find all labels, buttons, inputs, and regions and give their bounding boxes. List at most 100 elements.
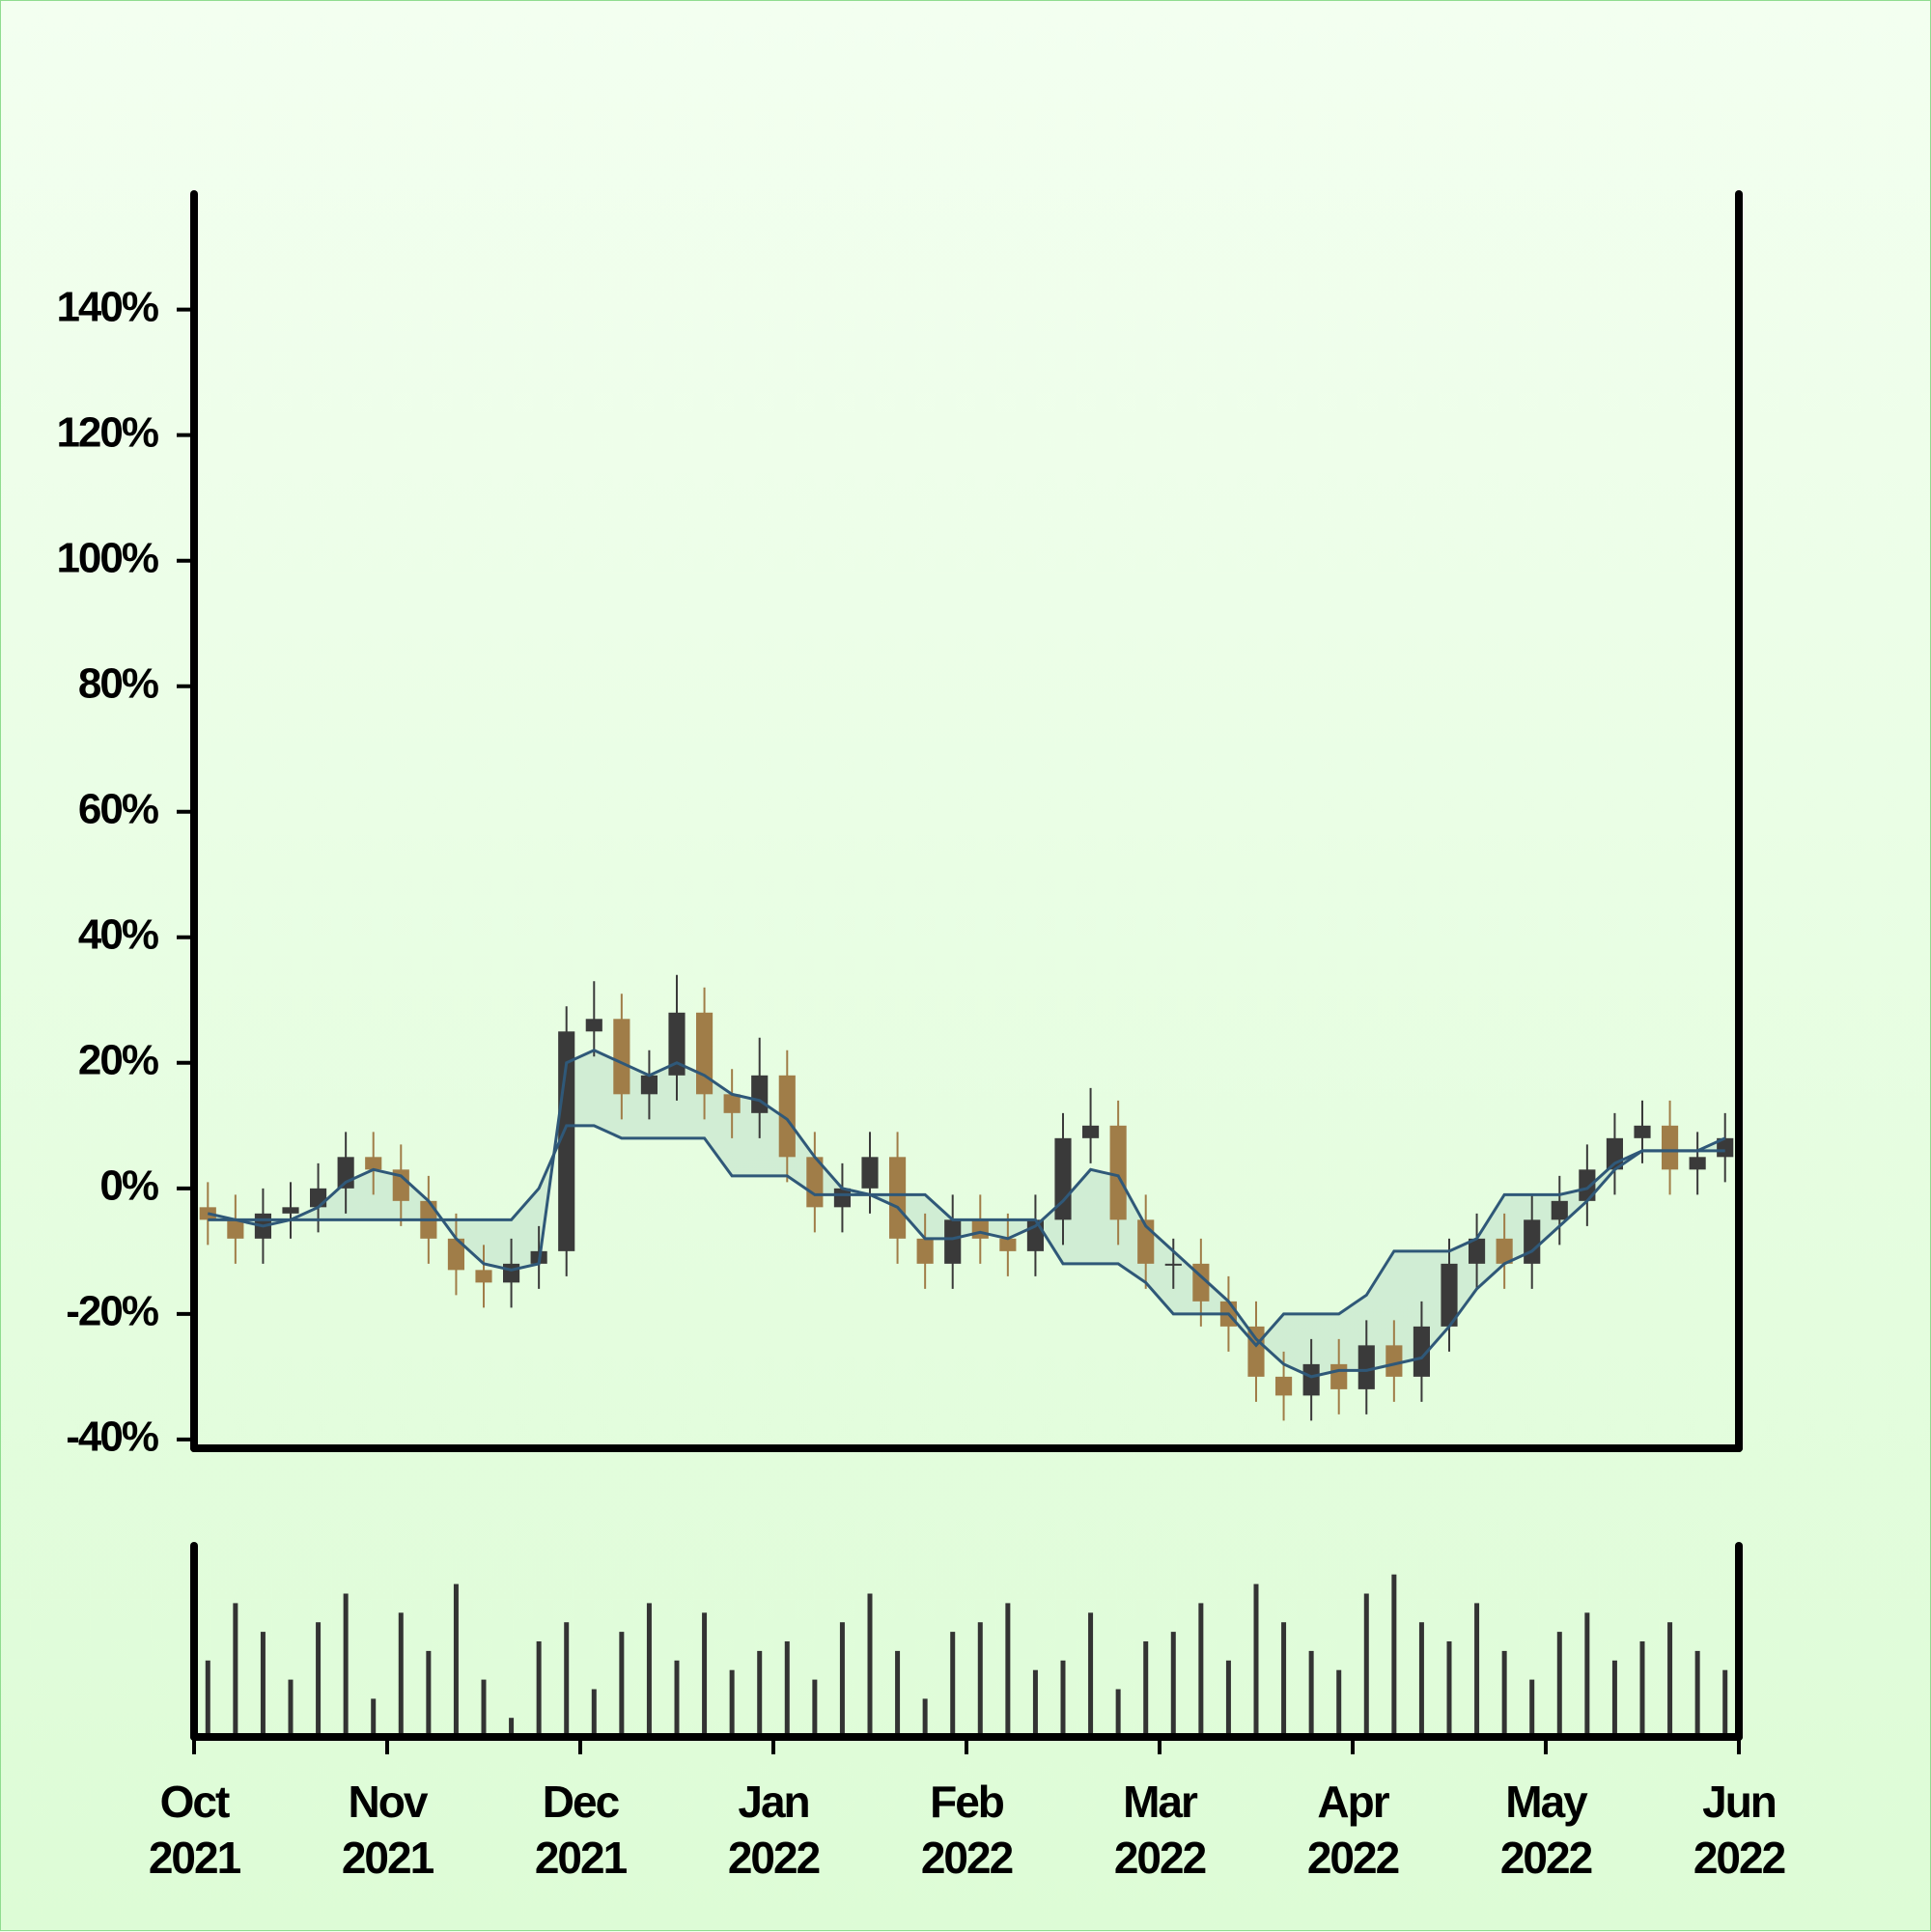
volume-bar — [426, 1650, 432, 1737]
volume-bar — [453, 1583, 459, 1737]
candle-body — [1441, 1263, 1458, 1327]
candle-body — [1109, 1125, 1127, 1220]
candle-body — [1413, 1326, 1430, 1377]
candle-body — [199, 1207, 216, 1220]
x-tick-label: May 2022 — [1499, 1777, 1593, 1883]
volume-bar — [1418, 1622, 1424, 1737]
candle-body — [1579, 1169, 1596, 1201]
volume-bar — [1032, 1669, 1038, 1737]
candle-body — [1330, 1363, 1348, 1389]
y-tick-label: -20% — [66, 1287, 158, 1334]
candle-body — [1524, 1219, 1541, 1264]
candle-body — [833, 1188, 851, 1208]
x-tick-label: Dec 2021 — [534, 1777, 628, 1883]
volume-bar — [1611, 1660, 1617, 1737]
volume-bar — [1253, 1583, 1259, 1737]
y-tick-label: 0% — [99, 1162, 157, 1209]
volume-bar — [1143, 1641, 1149, 1737]
candle-body — [613, 1019, 630, 1095]
volume-bar — [757, 1650, 763, 1737]
volume-bar — [1474, 1603, 1480, 1737]
volume-bar — [260, 1632, 266, 1737]
candle-body — [640, 1075, 658, 1095]
volume-bar — [233, 1603, 238, 1737]
candle-body — [696, 1012, 714, 1095]
y-tick-label: 120% — [56, 408, 157, 456]
candle-body — [723, 1094, 741, 1113]
volume-bar — [536, 1641, 542, 1737]
y-tick-label: 40% — [78, 910, 158, 958]
volume-bar — [1529, 1679, 1535, 1737]
volume-bar — [1088, 1612, 1094, 1737]
x-tick-label: Mar 2022 — [1113, 1777, 1207, 1883]
candle-body — [1275, 1376, 1293, 1396]
candle-body — [1551, 1200, 1568, 1220]
y-tick-label: 100% — [56, 534, 157, 581]
candle-body — [944, 1219, 962, 1264]
volume-bar — [729, 1669, 735, 1737]
x-tick-label: Jun 2022 — [1693, 1777, 1786, 1883]
volume-bar — [922, 1698, 928, 1737]
volume-bar — [1115, 1689, 1121, 1737]
candle-body — [1247, 1326, 1265, 1377]
volume-bar — [895, 1650, 901, 1737]
y-tick-label: 20% — [78, 1036, 158, 1083]
candle-body — [1634, 1125, 1651, 1138]
y-tick-label: 60% — [78, 785, 158, 832]
volume-bar — [1556, 1632, 1562, 1737]
candle-body — [1054, 1137, 1072, 1220]
volume-bar — [1060, 1660, 1066, 1737]
indicator-line — [208, 1124, 1725, 1348]
volume-bar — [646, 1603, 652, 1737]
candle-body — [1302, 1363, 1320, 1396]
volume-bar — [1170, 1632, 1176, 1737]
candle-body — [365, 1157, 382, 1170]
volume-bar — [1639, 1641, 1645, 1737]
x-tick-label: Oct 2021 — [148, 1777, 241, 1883]
volume-bar — [316, 1622, 322, 1737]
volume-bar — [205, 1660, 210, 1737]
x-tick-label: Feb 2022 — [920, 1777, 1014, 1883]
indicator-line — [207, 1049, 1726, 1379]
volume-bar — [950, 1632, 956, 1737]
candle-body — [1689, 1157, 1706, 1170]
volume-bar — [1225, 1660, 1231, 1737]
volume-bar — [1722, 1669, 1728, 1737]
candle-body — [1357, 1345, 1375, 1389]
candle-body — [310, 1188, 327, 1208]
volume-bar — [481, 1679, 487, 1737]
volume-bar — [509, 1718, 515, 1737]
candle-body — [999, 1238, 1017, 1251]
candle-body — [916, 1238, 934, 1264]
volume-bar — [564, 1622, 570, 1737]
volume-bar — [784, 1641, 790, 1737]
x-tick-label: Nov 2021 — [341, 1777, 434, 1883]
candle-body — [1082, 1125, 1100, 1138]
x-tick-label: Apr 2022 — [1306, 1777, 1400, 1883]
candle-body — [751, 1075, 769, 1113]
volume-bar — [1336, 1669, 1342, 1737]
candle-body — [227, 1219, 244, 1239]
candle-body — [392, 1169, 409, 1201]
volume-bar — [1281, 1622, 1287, 1737]
volume-bar — [343, 1593, 349, 1737]
candle-body — [282, 1207, 299, 1214]
y-tick-label: 80% — [78, 659, 158, 707]
candle-body — [1469, 1238, 1486, 1264]
volume-bar — [1198, 1603, 1204, 1737]
volume-bar — [1667, 1622, 1673, 1737]
candle-body — [1662, 1125, 1679, 1170]
candle-body — [861, 1157, 879, 1189]
x-tick-label: Jan 2022 — [727, 1777, 821, 1883]
volume-bar — [1363, 1593, 1369, 1737]
candle-body — [1164, 1263, 1182, 1266]
volume-bar — [977, 1622, 983, 1737]
y-tick-label: 140% — [56, 283, 157, 330]
candle-body — [889, 1157, 907, 1239]
volume-bar — [1501, 1650, 1507, 1737]
volume-bar — [1694, 1650, 1700, 1737]
candle-body — [1385, 1345, 1403, 1377]
candle-body — [668, 1012, 686, 1076]
volume-bar — [371, 1698, 377, 1737]
